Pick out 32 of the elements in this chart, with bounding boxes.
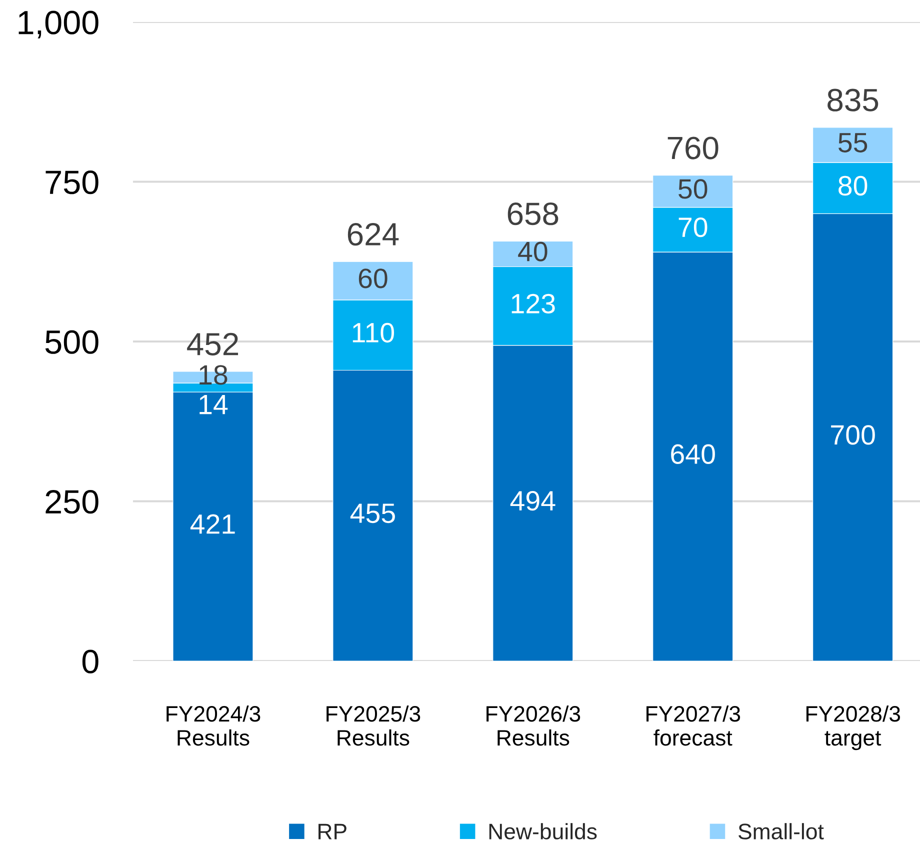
data-label: 421 [190,514,235,534]
data-label: 494 [510,490,556,511]
data-label: 640 [671,444,715,464]
legend-label: RP [318,824,346,840]
data-label: 50 [678,179,708,199]
x-tick-label: FY2027/3 forecast [646,705,740,746]
x-tick-label: FY2025/3 Results [326,705,420,746]
data-label: 700 [831,425,875,445]
total-label: 452 [187,332,238,356]
data-label: 70 [678,217,708,238]
data-label: 80 [838,176,868,196]
y-tick-label: 250 [46,490,98,514]
data-label: 455 [350,504,395,524]
y-tick-label: 1,000 [18,10,98,38]
legend-label: New-builds [489,823,597,840]
data-label: 123 [512,294,555,314]
data-label: 55 [838,133,868,152]
total-label: 760 [668,136,718,160]
total-label: 624 [348,222,399,246]
x-tick-label: FY2028/3 target [806,705,900,750]
total-label: 835 [828,88,878,112]
legend-label: Small-lot [738,823,824,840]
data-label: 60 [358,268,388,288]
data-label: 40 [518,242,548,262]
total-label: 658 [508,202,558,226]
y-tick-label: 500 [45,330,98,354]
y-tick-label: 0 [82,650,98,674]
y-tick-label: 750 [46,170,98,194]
x-tick-label: FY2026/3 Results [486,705,580,746]
data-label: 110 [352,322,394,343]
data-label: 14 [200,395,228,414]
x-tick-label: FY2024/3 Results [166,705,260,746]
